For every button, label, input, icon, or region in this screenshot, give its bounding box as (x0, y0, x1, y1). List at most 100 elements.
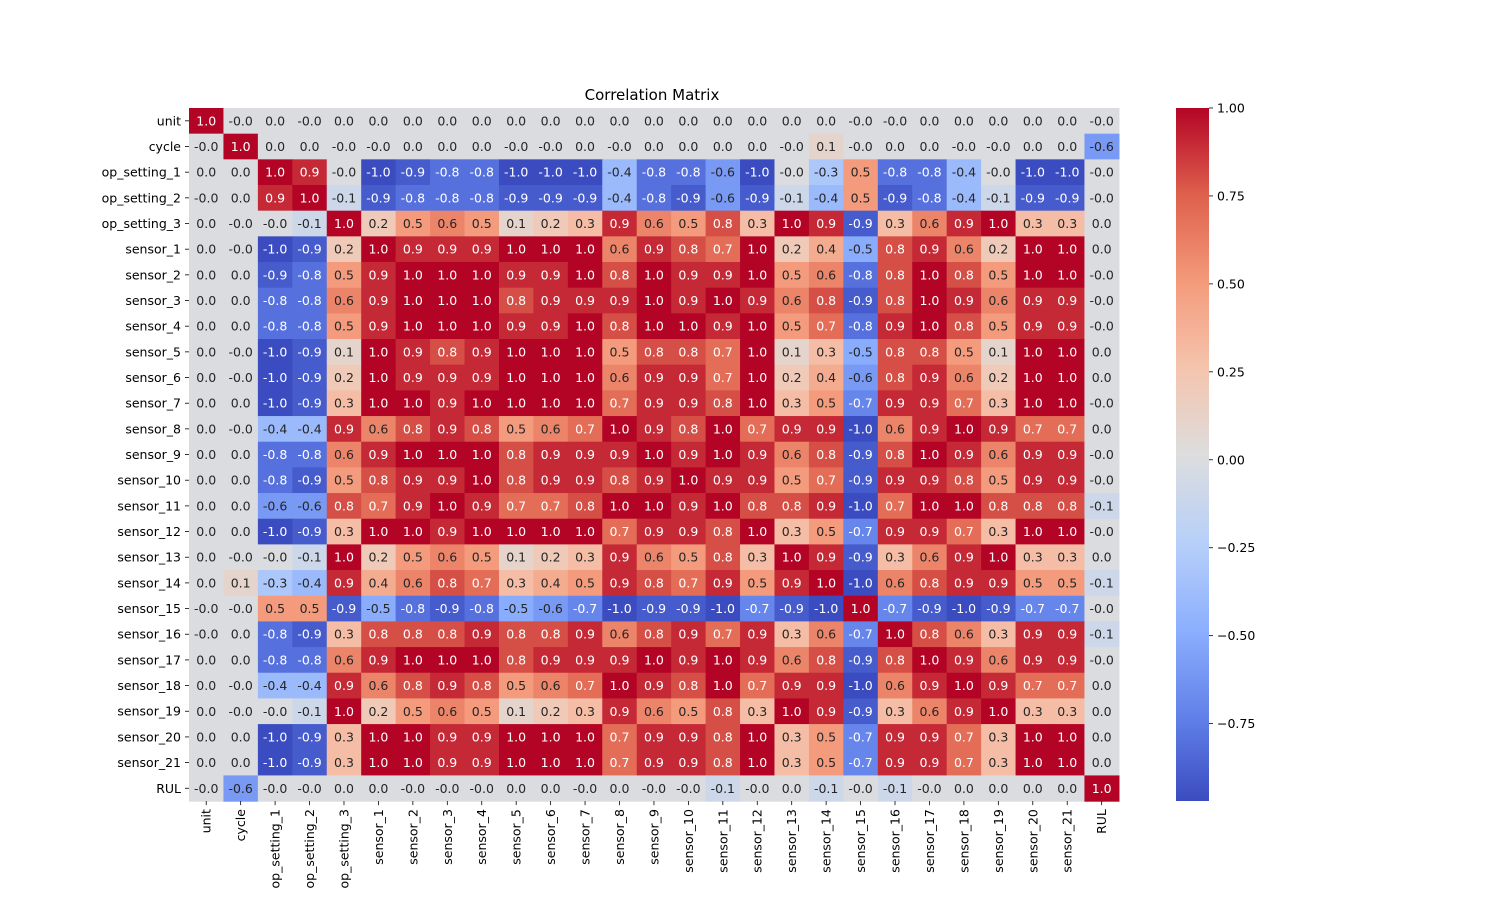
heatmap-cell (498, 749, 534, 777)
heatmap-cell (361, 210, 397, 237)
heatmap-cell-label: 0.1 (782, 344, 802, 359)
heatmap-cell-label: 1.0 (954, 678, 974, 693)
y-tick-label: sensor_1 (125, 242, 181, 257)
heatmap-cell-label: -0.9 (401, 165, 425, 180)
heatmap-cell-label: 0.0 (1057, 781, 1077, 796)
heatmap-cell-label: -0.4 (952, 165, 976, 180)
heatmap-cell-label: 0.6 (368, 421, 388, 436)
heatmap-cell-label: -0.0 (642, 781, 666, 796)
heatmap-cell (189, 467, 225, 494)
heatmap-cell (912, 595, 948, 622)
heatmap-cell-label: 1.0 (782, 216, 802, 231)
heatmap-cell (395, 647, 431, 674)
heatmap-cell-label: -0.0 (263, 550, 287, 565)
heatmap-cell (740, 185, 776, 212)
heatmap-cell-label: 0.9 (1057, 627, 1077, 642)
heatmap-cell (981, 133, 1017, 160)
heatmap-cell (533, 185, 569, 212)
heatmap-cell-label: 0.3 (1023, 216, 1043, 231)
heatmap-cell (395, 364, 431, 391)
heatmap-cell-label: 1.0 (403, 267, 423, 282)
heatmap-cell (567, 313, 603, 340)
heatmap-cell (257, 262, 293, 289)
heatmap-cell (361, 185, 397, 212)
heatmap-cell-label: -0.4 (297, 575, 321, 590)
heatmap-cell (257, 493, 293, 520)
heatmap-cell-label: 0.6 (885, 678, 905, 693)
heatmap-cell (671, 467, 707, 494)
heatmap-cell (1084, 262, 1120, 289)
heatmap-cell (740, 749, 776, 777)
heatmap-cell (189, 724, 225, 751)
heatmap-cell-label: -1.0 (263, 755, 287, 770)
heatmap-cell (430, 262, 466, 289)
heatmap-cell (671, 133, 707, 160)
heatmap-cell-label: -1.0 (573, 165, 597, 180)
heatmap-cell-label: 0.3 (334, 524, 354, 539)
heatmap-cell-label: 0.0 (506, 781, 526, 796)
heatmap-cell (705, 262, 741, 289)
heatmap-cell (1050, 518, 1086, 545)
heatmap-cell-label: 0.9 (610, 216, 630, 231)
heatmap-cell-label: -0.0 (1089, 396, 1113, 411)
heatmap-cell-label: -0.0 (952, 139, 976, 154)
heatmap-cell (808, 185, 844, 212)
heatmap-cell-label: 1.0 (403, 293, 423, 308)
heatmap-cell (257, 133, 293, 160)
heatmap-cell (498, 595, 534, 622)
heatmap-cell (808, 570, 844, 597)
heatmap-cell (774, 467, 810, 494)
heatmap-cell (1050, 647, 1086, 674)
heatmap-cell (602, 570, 638, 597)
heatmap-cell-label: -0.9 (297, 627, 321, 642)
heatmap-cell (602, 467, 638, 494)
heatmap-cell-label: 0.6 (541, 678, 561, 693)
heatmap-cell-label: 1.0 (575, 729, 595, 744)
heatmap-cell-label: -0.0 (401, 781, 425, 796)
heatmap-cell-label: 0.0 (300, 139, 320, 154)
heatmap-cell-label: 0.5 (816, 396, 836, 411)
heatmap-cell-label: 0.5 (403, 550, 423, 565)
heatmap-cell (1084, 339, 1120, 366)
heatmap-cell-label: 0.5 (472, 704, 492, 719)
heatmap-cell (1084, 185, 1120, 212)
heatmap-cell (774, 621, 810, 648)
heatmap-cell (808, 236, 844, 263)
heatmap-cell (981, 108, 1017, 135)
heatmap-cell-label: -0.8 (883, 165, 907, 180)
heatmap-cell (1084, 236, 1120, 263)
heatmap-cell (395, 544, 431, 571)
heatmap-cell-label: 0.5 (816, 524, 836, 539)
heatmap-cell (395, 287, 431, 314)
heatmap-cell-label: 1.0 (885, 627, 905, 642)
y-tick-label: sensor_10 (117, 473, 181, 488)
heatmap-cell (946, 518, 982, 545)
heatmap-cell (636, 775, 672, 802)
heatmap-cell (946, 467, 982, 494)
x-tick-label: op_setting_3 (336, 809, 351, 888)
heatmap-cell (464, 621, 500, 648)
heatmap-cell (395, 749, 431, 777)
heatmap-cell-label: 1.0 (782, 704, 802, 719)
heatmap-cell-label: 0.0 (196, 165, 216, 180)
heatmap-cell (946, 390, 982, 417)
heatmap-cell (671, 570, 707, 597)
heatmap-cell (912, 493, 948, 520)
heatmap-cell (1084, 724, 1120, 751)
heatmap-cell (671, 390, 707, 417)
heatmap-cell (430, 570, 466, 597)
x-tick-label: sensor_4 (474, 809, 489, 865)
heatmap-cell (292, 775, 328, 802)
heatmap-cell-label: 1.0 (541, 729, 561, 744)
heatmap-cell-label: 0.9 (541, 293, 561, 308)
heatmap-cell-label: -0.4 (814, 190, 838, 205)
heatmap-cell (1050, 262, 1086, 289)
heatmap-cell-label: 0.5 (610, 344, 630, 359)
heatmap-cell-label: 0.9 (920, 755, 940, 770)
heatmap-cell (740, 595, 776, 622)
heatmap-cell-label: -0.7 (1055, 601, 1079, 616)
heatmap-cell-label: 0.6 (334, 293, 354, 308)
heatmap-cell-label: 0.9 (747, 473, 767, 488)
heatmap-cell-label: 0.0 (334, 113, 354, 128)
heatmap-cell (533, 364, 569, 391)
